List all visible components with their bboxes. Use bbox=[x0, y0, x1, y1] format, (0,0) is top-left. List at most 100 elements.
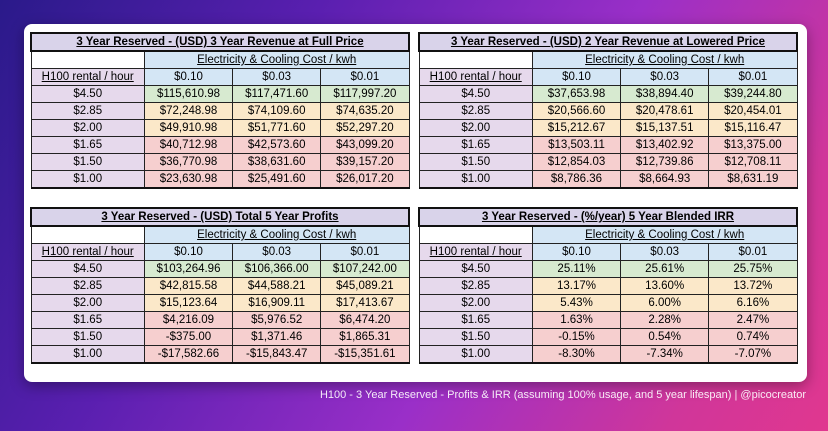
h100-rental-header: H100 rental / hour bbox=[30, 68, 145, 86]
table-title: 3 Year Reserved - (%/year) 5 Year Blende… bbox=[418, 207, 798, 227]
value-cell: $107,242.00 bbox=[320, 260, 410, 278]
cost-header: $0.03 bbox=[232, 243, 322, 261]
rental-price-cell: $2.85 bbox=[418, 102, 533, 120]
value-cell: $117,997.20 bbox=[320, 85, 410, 103]
value-cell: -7.07% bbox=[708, 345, 798, 364]
value-cell: $8,786.36 bbox=[531, 170, 622, 189]
rental-price-cell: $1.65 bbox=[30, 311, 145, 329]
cost-row: H100 rental / hour $0.10 $0.03 $0.01 bbox=[418, 68, 798, 86]
header-row: Electricity & Cooling Cost / kwh bbox=[30, 225, 410, 244]
value-cell: $12,739.86 bbox=[620, 153, 710, 171]
blank-cell bbox=[30, 50, 145, 69]
table-row: $4.50 25.11% 25.61% 25.75% bbox=[418, 260, 798, 278]
table-row: $4.50 $115,610.98 $117,471.60 $117,997.20 bbox=[30, 85, 410, 103]
table-row: $2.00 $49,910.98 $51,771.60 $52,297.20 bbox=[30, 119, 410, 137]
table-row: $2.85 $20,566.60 $20,478.61 $20,454.01 bbox=[418, 102, 798, 120]
value-cell: $1,865.31 bbox=[320, 328, 410, 346]
cost-row: H100 rental / hour $0.10 $0.03 $0.01 bbox=[30, 68, 410, 86]
value-cell: $45,089.21 bbox=[320, 277, 410, 295]
table-row: $2.00 5.43% 6.00% 6.16% bbox=[418, 294, 798, 312]
value-cell: $38,631.60 bbox=[232, 153, 322, 171]
cost-row: H100 rental / hour $0.10 $0.03 $0.01 bbox=[418, 243, 798, 261]
value-cell: $39,157.20 bbox=[320, 153, 410, 171]
table-row: $1.65 $40,712.98 $42,573.60 $43,099.20 bbox=[30, 136, 410, 154]
value-cell: 2.47% bbox=[708, 311, 798, 329]
value-cell: -8.30% bbox=[531, 345, 622, 364]
rental-price-cell: $1.00 bbox=[418, 170, 533, 189]
cost-row: H100 rental / hour $0.10 $0.03 $0.01 bbox=[30, 243, 410, 261]
electricity-cost-header: Electricity & Cooling Cost / kwh bbox=[143, 50, 410, 69]
rental-price-cell: $1.65 bbox=[418, 311, 533, 329]
cost-header: $0.01 bbox=[320, 68, 410, 86]
value-cell: 0.54% bbox=[620, 328, 710, 346]
cost-header: $0.10 bbox=[531, 68, 622, 86]
h100-rental-header: H100 rental / hour bbox=[418, 243, 533, 261]
table-title: 3 Year Reserved - (USD) 2 Year Revenue a… bbox=[418, 32, 798, 52]
table-row: $1.00 $8,786.36 $8,664.93 $8,631.19 bbox=[418, 170, 798, 189]
value-cell: 13.17% bbox=[531, 277, 622, 295]
rental-price-cell: $2.85 bbox=[30, 102, 145, 120]
value-cell: -$17,582.66 bbox=[143, 345, 234, 364]
value-cell: $117,471.60 bbox=[232, 85, 322, 103]
value-cell: -$15,843.47 bbox=[232, 345, 322, 364]
rental-price-cell: $1.50 bbox=[30, 153, 145, 171]
value-cell: $52,297.20 bbox=[320, 119, 410, 137]
table-row: $4.50 $37,653.98 $38,894.40 $39,244.80 bbox=[418, 85, 798, 103]
table-row: $1.65 1.63% 2.28% 2.47% bbox=[418, 311, 798, 329]
value-cell: $6,474.20 bbox=[320, 311, 410, 329]
rental-price-cell: $1.50 bbox=[30, 328, 145, 346]
value-cell: $44,588.21 bbox=[232, 277, 322, 295]
cost-header: $0.01 bbox=[708, 68, 798, 86]
value-cell: $15,116.47 bbox=[708, 119, 798, 137]
header-row: Electricity & Cooling Cost / kwh bbox=[418, 225, 798, 244]
cost-header: $0.01 bbox=[708, 243, 798, 261]
rental-price-cell: $2.00 bbox=[418, 119, 533, 137]
table-row: $1.50 $12,854.03 $12,739.86 $12,708.11 bbox=[418, 153, 798, 171]
value-cell: $15,123.64 bbox=[143, 294, 234, 312]
table-row: $1.00 -8.30% -7.34% -7.07% bbox=[418, 345, 798, 364]
value-cell: 6.16% bbox=[708, 294, 798, 312]
table-row: $1.00 $23,630.98 $25,491.60 $26,017.20 bbox=[30, 170, 410, 189]
value-cell: $74,635.20 bbox=[320, 102, 410, 120]
rental-price-cell: $4.50 bbox=[30, 85, 145, 103]
value-cell: 1.63% bbox=[531, 311, 622, 329]
value-cell: $42,815.58 bbox=[143, 277, 234, 295]
cost-header: $0.03 bbox=[620, 68, 710, 86]
title-row: 3 Year Reserved - (USD) Total 5 Year Pro… bbox=[30, 207, 410, 227]
table-revenue-lowered-price: 3 Year Reserved - (USD) 2 Year Revenue a… bbox=[418, 32, 798, 189]
rental-price-cell: $1.00 bbox=[30, 345, 145, 364]
value-cell: $12,854.03 bbox=[531, 153, 622, 171]
value-cell: 13.72% bbox=[708, 277, 798, 295]
electricity-cost-header: Electricity & Cooling Cost / kwh bbox=[531, 50, 798, 69]
value-cell: $13,402.92 bbox=[620, 136, 710, 154]
cost-header: $0.03 bbox=[232, 68, 322, 86]
table-row: $2.85 $72,248.98 $74,109.60 $74,635.20 bbox=[30, 102, 410, 120]
value-cell: 2.28% bbox=[620, 311, 710, 329]
table-row: $1.65 $4,216.09 $5,976.52 $6,474.20 bbox=[30, 311, 410, 329]
value-cell: $23,630.98 bbox=[143, 170, 234, 189]
blank-cell bbox=[418, 225, 533, 244]
table-row: $1.50 -0.15% 0.54% 0.74% bbox=[418, 328, 798, 346]
value-cell: 5.43% bbox=[531, 294, 622, 312]
table-row: $2.85 $42,815.58 $44,588.21 $45,089.21 bbox=[30, 277, 410, 295]
value-cell: -0.15% bbox=[531, 328, 622, 346]
table-title: 3 Year Reserved - (USD) Total 5 Year Pro… bbox=[30, 207, 410, 227]
rental-price-cell: $4.50 bbox=[30, 260, 145, 278]
value-cell: $38,894.40 bbox=[620, 85, 710, 103]
value-cell: $20,454.01 bbox=[708, 102, 798, 120]
value-cell: $13,503.11 bbox=[531, 136, 622, 154]
rental-price-cell: $1.65 bbox=[418, 136, 533, 154]
rental-price-cell: $1.65 bbox=[30, 136, 145, 154]
table-revenue-full-price: 3 Year Reserved - (USD) 3 Year Revenue a… bbox=[30, 32, 410, 189]
title-row: 3 Year Reserved - (USD) 2 Year Revenue a… bbox=[418, 32, 798, 52]
value-cell: -$15,351.61 bbox=[320, 345, 410, 364]
table-row: $1.50 $36,770.98 $38,631.60 $39,157.20 bbox=[30, 153, 410, 171]
table-row: $1.00 -$17,582.66 -$15,843.47 -$15,351.61 bbox=[30, 345, 410, 364]
rental-price-cell: $1.50 bbox=[418, 153, 533, 171]
electricity-cost-header: Electricity & Cooling Cost / kwh bbox=[531, 225, 798, 244]
blank-cell bbox=[418, 50, 533, 69]
value-cell: $13,375.00 bbox=[708, 136, 798, 154]
h100-rental-header: H100 rental / hour bbox=[30, 243, 145, 261]
table-row: $1.65 $13,503.11 $13,402.92 $13,375.00 bbox=[418, 136, 798, 154]
value-cell: $8,664.93 bbox=[620, 170, 710, 189]
